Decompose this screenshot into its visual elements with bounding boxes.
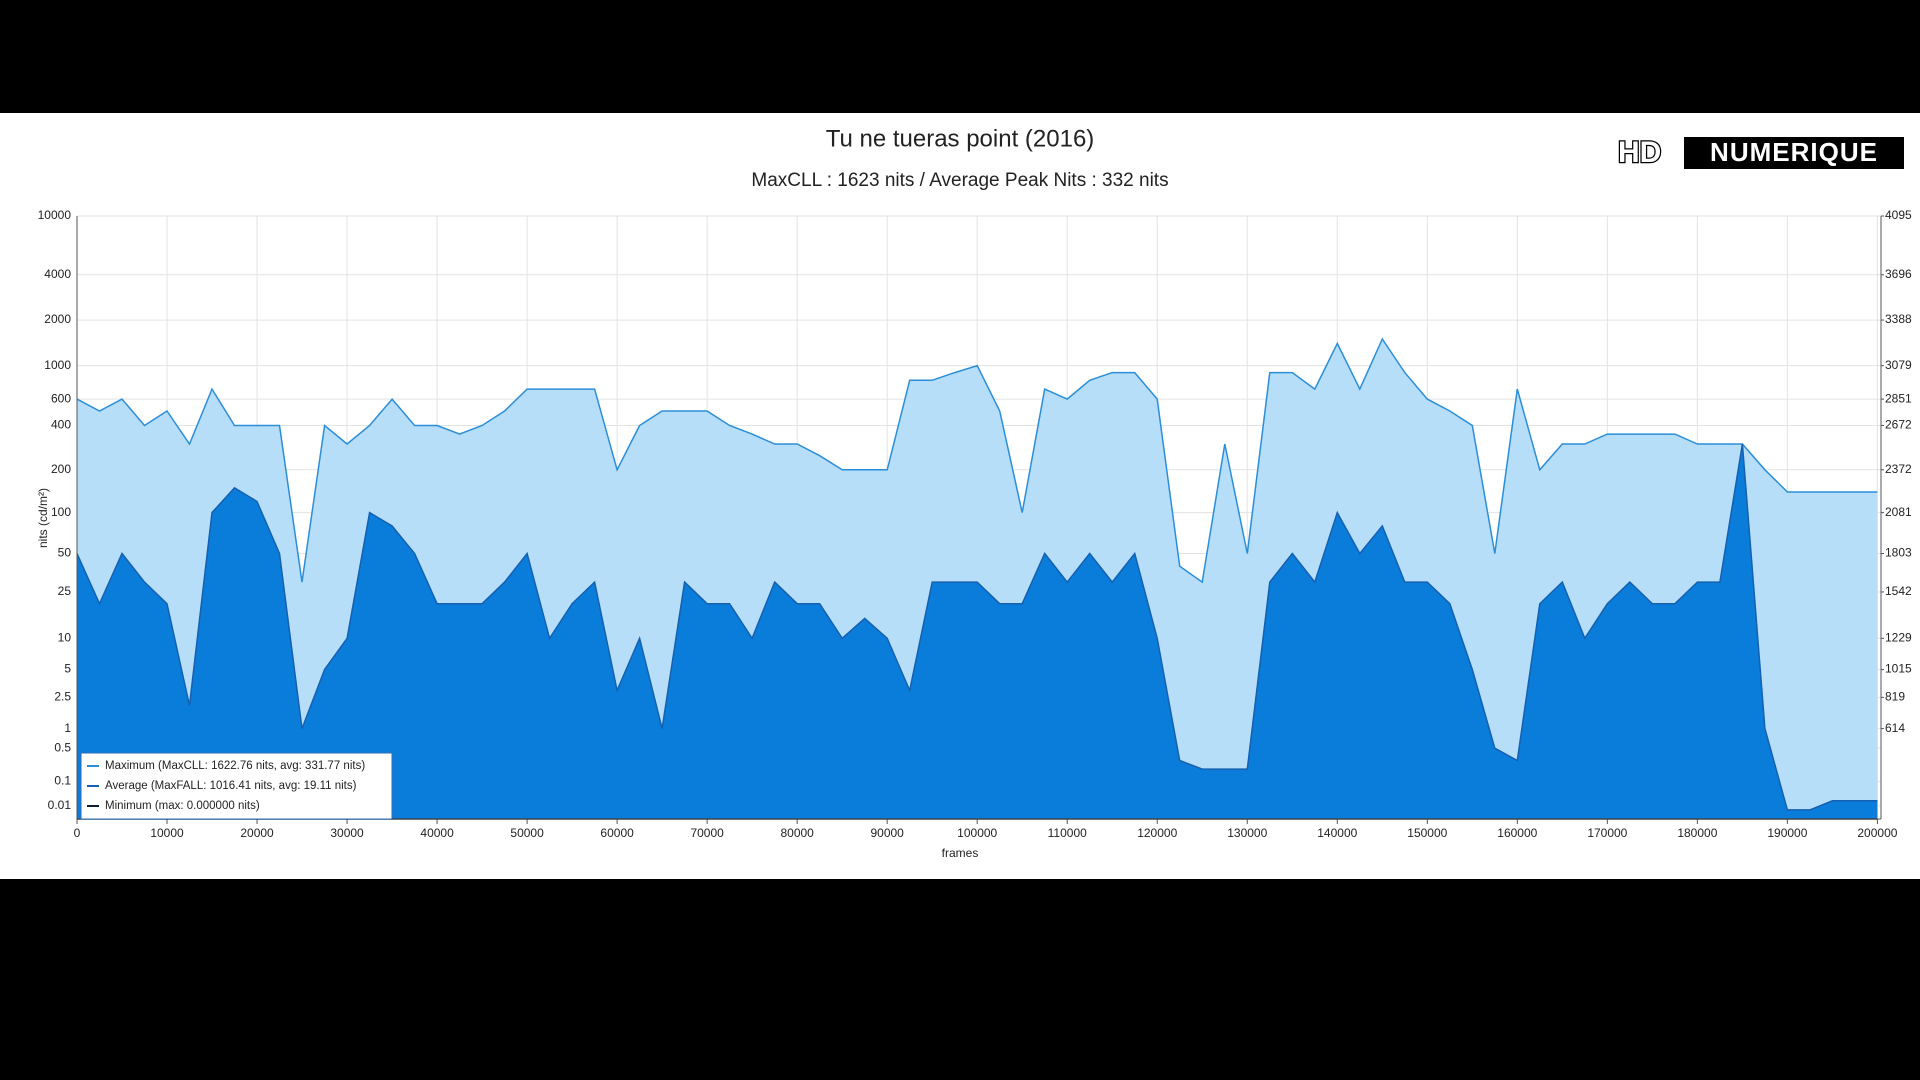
x-tick-label: 20000 xyxy=(240,826,274,840)
y-tick-label: 1000 xyxy=(44,358,71,372)
y-tick-label: 0.1 xyxy=(54,774,71,788)
series-line xyxy=(76,443,1878,811)
chart-title: Tu ne tueras point (2016) xyxy=(826,125,1095,152)
legend-box xyxy=(80,752,393,820)
y-tick-label: 50 xyxy=(58,546,72,560)
y2-tick-label: 2081 xyxy=(1885,505,1912,519)
y-tick-label: 200 xyxy=(51,462,71,476)
logo-left: HD xyxy=(1618,136,1661,169)
y2-tick-label: 3079 xyxy=(1885,358,1912,372)
y-tick-label: 600 xyxy=(51,391,71,405)
y2-tick-label: 819 xyxy=(1885,689,1905,703)
x-tick-label: 160000 xyxy=(1497,826,1537,840)
logo: HD NUMERIQUE xyxy=(1617,135,1904,170)
y-tick-label: 0.5 xyxy=(54,740,71,754)
y2-tick-label: 2851 xyxy=(1885,391,1912,405)
legend-label: Minimum (max: 0.000000 nits) xyxy=(105,800,260,812)
y2-tick-label: 1015 xyxy=(1885,662,1912,676)
x-tick-label: 60000 xyxy=(600,826,634,840)
x-tick-label: 200000 xyxy=(1857,826,1897,840)
y2-tick-label: 1803 xyxy=(1885,546,1912,560)
y-tick-label: 10 xyxy=(58,630,72,644)
legend-label: Maximum (MaxCLL: 1622.76 nits, avg: 331.… xyxy=(105,760,365,772)
series-line xyxy=(76,337,1878,584)
x-axis-label: frames xyxy=(942,846,979,860)
y-tick-label: 10000 xyxy=(38,208,72,222)
y-tick-label: 4000 xyxy=(44,267,71,281)
y-tick-label: 2000 xyxy=(44,312,71,326)
x-tick-label: 40000 xyxy=(420,826,454,840)
y-tick-label: 100 xyxy=(51,505,71,519)
x-tick-label: 80000 xyxy=(780,826,814,840)
x-tick-label: 130000 xyxy=(1227,826,1267,840)
y2-tick-label: 1229 xyxy=(1885,630,1912,644)
series-area xyxy=(77,444,1878,819)
logo-right: NUMERIQUE xyxy=(1710,137,1878,167)
x-tick-label: 50000 xyxy=(510,826,544,840)
x-tick-label: 30000 xyxy=(330,826,364,840)
x-tick-label: 120000 xyxy=(1137,826,1177,840)
x-tick-label: 110000 xyxy=(1048,826,1087,840)
y2-tick-label: 1542 xyxy=(1885,584,1912,598)
x-tick-label: 150000 xyxy=(1407,826,1447,840)
y2-tick-label: 3388 xyxy=(1885,312,1912,326)
y-tick-label: 400 xyxy=(51,418,71,432)
y-tick-label: 0.01 xyxy=(48,798,72,812)
legend-label: Average (MaxFALL: 1016.41 nits, avg: 19.… xyxy=(105,780,357,792)
y-axis-label: nits (cd/m²) xyxy=(36,488,50,548)
logo-box xyxy=(1684,137,1904,169)
y2-tick-label: 4095 xyxy=(1885,208,1912,222)
y2-tick-label: 614 xyxy=(1885,721,1905,735)
x-tick-label: 180000 xyxy=(1677,826,1717,840)
x-tick-label: 70000 xyxy=(690,826,724,840)
y-tick-label: 1 xyxy=(64,721,71,735)
x-tick-label: 190000 xyxy=(1767,826,1807,840)
y-tick-label: 2.5 xyxy=(54,689,71,703)
y2-tick-label: 2372 xyxy=(1885,462,1912,476)
x-tick-label: 10000 xyxy=(150,826,184,840)
y-tick-label: 25 xyxy=(58,584,72,598)
x-tick-label: 170000 xyxy=(1587,826,1627,840)
x-tick-label: 0 xyxy=(74,826,81,840)
chart-subtitle: MaxCLL : 1623 nits / Average Peak Nits :… xyxy=(751,170,1168,191)
x-tick-label: 90000 xyxy=(870,826,904,840)
x-tick-label: 100000 xyxy=(957,826,997,840)
x-tick-label: 140000 xyxy=(1317,826,1357,840)
y2-tick-label: 3696 xyxy=(1885,267,1912,281)
y-tick-label: 5 xyxy=(64,662,71,676)
y2-tick-label: 2672 xyxy=(1885,418,1912,432)
